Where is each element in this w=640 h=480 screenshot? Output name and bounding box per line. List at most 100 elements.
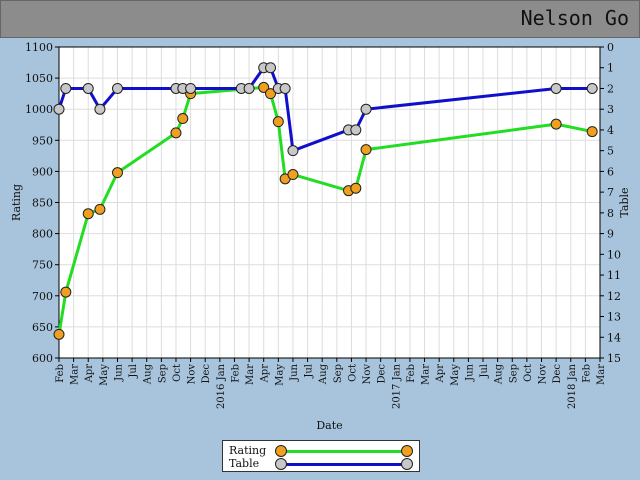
x-axis-label: Date xyxy=(316,419,342,432)
data-point-table xyxy=(550,82,562,94)
x-tick-label: Aug xyxy=(494,363,505,385)
x-tick-label: Jun xyxy=(113,363,124,381)
chart-title: Nelson Go xyxy=(520,6,629,30)
data-point-table xyxy=(53,103,65,115)
x-tick-label: Nov xyxy=(187,364,198,385)
y-tick-label: 1000 xyxy=(25,103,53,116)
x-tick-label: Sep xyxy=(508,364,519,383)
x-tick-label: Jun xyxy=(464,363,475,381)
y-axis-label: Rating xyxy=(10,184,23,221)
data-point-rating xyxy=(272,116,284,128)
y2-tick-label: 14 xyxy=(607,331,621,344)
legend-marker-table xyxy=(275,458,287,470)
x-tick-label: Apr xyxy=(435,364,446,384)
data-point-rating xyxy=(170,127,182,139)
data-point-table xyxy=(265,62,277,74)
y-tick-label: 850 xyxy=(32,197,53,210)
y2-tick-label: 3 xyxy=(607,103,614,116)
y2-tick-label: 4 xyxy=(607,124,614,137)
data-point-table xyxy=(243,82,255,94)
data-point-table xyxy=(111,82,123,94)
y-tick-label: 1050 xyxy=(25,72,53,85)
y-tick-label: 900 xyxy=(32,165,53,178)
y-tick-label: 800 xyxy=(32,228,53,241)
legend-marker-rating-end xyxy=(401,445,413,457)
x-tick-label: Jul xyxy=(128,364,139,379)
y2-tick-label: 10 xyxy=(607,248,621,261)
data-point-rating xyxy=(360,144,372,156)
x-tick-label: Jun xyxy=(289,363,300,381)
legend-label-table: Table xyxy=(229,457,260,470)
y2-tick-label: 1 xyxy=(607,62,614,75)
x-tick-label: Dec xyxy=(377,364,388,384)
x-tick-label: Nov xyxy=(538,364,549,385)
y2-tick-label: 12 xyxy=(607,290,621,303)
data-point-rating xyxy=(53,328,65,340)
x-tick-label: 2018 Jan xyxy=(567,363,578,409)
x-tick-label: May xyxy=(99,364,110,386)
data-point-rating xyxy=(258,81,270,93)
header-bar: Nelson Go xyxy=(0,0,640,38)
y2-tick-label: 7 xyxy=(607,186,614,199)
legend-line-table xyxy=(279,463,407,466)
data-point-table xyxy=(60,82,72,94)
x-tick-label: Aug xyxy=(143,363,154,385)
data-point-rating xyxy=(287,169,299,181)
y-tick-label: 700 xyxy=(32,290,53,303)
legend-marker-rating xyxy=(275,445,287,457)
x-tick-label: Jul xyxy=(304,364,315,379)
y2-tick-label: 5 xyxy=(607,145,614,158)
data-point-rating xyxy=(550,118,562,130)
y2-tick-label: 2 xyxy=(607,82,614,95)
y2-tick-label: 9 xyxy=(607,228,614,241)
y2-tick-label: 8 xyxy=(607,207,614,220)
x-tick-label: Apr xyxy=(84,364,95,384)
x-tick-label: Mar xyxy=(245,364,256,385)
data-point-table xyxy=(94,103,106,115)
data-point-table xyxy=(360,103,372,115)
y-tick-label: 650 xyxy=(32,321,53,334)
legend-label-rating: Rating xyxy=(229,444,267,457)
x-tick-label: Jul xyxy=(479,364,490,379)
data-point-rating xyxy=(177,113,189,125)
x-tick-label: Mar xyxy=(70,364,81,385)
x-tick-label: Apr xyxy=(260,364,271,384)
data-point-rating xyxy=(265,88,277,100)
x-tick-label: Feb xyxy=(406,364,417,383)
y2-tick-label: 11 xyxy=(607,269,621,282)
data-point-table xyxy=(279,82,291,94)
data-point-rating xyxy=(350,182,362,194)
x-tick-label: Mar xyxy=(596,364,607,385)
legend: Rating Table xyxy=(222,440,420,472)
x-tick-label: Sep xyxy=(157,364,168,383)
y2-tick-label: 6 xyxy=(607,165,614,178)
x-tick-label: Mar xyxy=(421,364,432,385)
data-point-table xyxy=(82,82,94,94)
x-tick-label: 2016 Jan xyxy=(216,363,227,409)
legend-marker-table-end xyxy=(401,458,413,470)
x-tick-label: Feb xyxy=(230,364,241,383)
x-tick-label: Dec xyxy=(201,364,212,384)
data-point-table xyxy=(185,82,197,94)
y2-axis-label: Table xyxy=(618,187,631,217)
x-tick-label: Dec xyxy=(552,364,563,384)
data-point-rating xyxy=(94,203,106,215)
data-point-rating xyxy=(111,167,123,179)
x-tick-label: Nov xyxy=(362,364,373,385)
y2-tick-label: 15 xyxy=(607,352,621,365)
y2-tick-label: 0 xyxy=(607,41,614,54)
x-tick-label: Aug xyxy=(318,363,329,385)
x-tick-label: Sep xyxy=(333,364,344,383)
y2-tick-label: 13 xyxy=(607,311,621,324)
x-tick-label: 2017 Jan xyxy=(391,363,402,409)
data-point-rating xyxy=(60,286,72,298)
x-tick-label: Oct xyxy=(172,364,183,382)
y-tick-label: 950 xyxy=(32,134,53,147)
y-tick-label: 1100 xyxy=(25,41,53,54)
y-tick-label: 600 xyxy=(32,352,53,365)
data-point-rating xyxy=(82,208,94,220)
x-tick-label: May xyxy=(450,364,461,386)
x-tick-label: Feb xyxy=(581,364,592,383)
data-point-rating xyxy=(586,126,598,138)
